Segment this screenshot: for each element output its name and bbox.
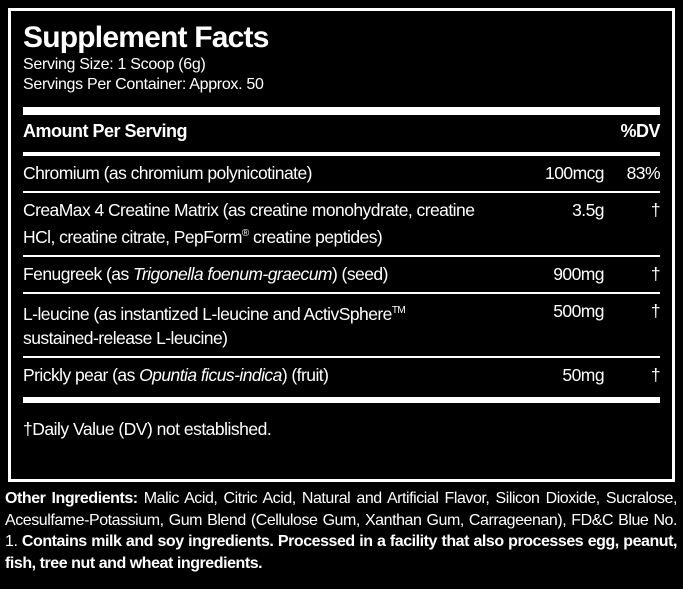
daily-value: †: [650, 300, 661, 321]
amount: 900mg: [553, 263, 604, 284]
nutrient-row: Prickly pear (as Opuntia ficus-indica) (…: [23, 358, 661, 393]
amount: 500mg: [553, 300, 604, 321]
nutrient-row: Fenugreek (as Trigonella foenum-graecum)…: [23, 257, 661, 294]
symbol: TM: [391, 304, 406, 316]
divider: [23, 107, 660, 115]
nutrient-row: CreaMax 4 Creatine Matrix (as creatine m…: [23, 193, 661, 257]
title: Supplement Facts: [23, 21, 269, 54]
amount: 3.5g: [572, 200, 604, 220]
footnote: †Daily Value (DV) not established.: [23, 418, 272, 439]
nutrient-row: Chromium (as chromium polynicotinate) 10…: [23, 156, 661, 193]
latin-name: Trigonella foenum-graecum: [133, 263, 333, 284]
text: ) (fruit): [281, 364, 329, 385]
nutrient-row: L-leucine (as instantized L-leucine and …: [23, 294, 661, 358]
text: creatine peptides): [248, 226, 383, 247]
allergen-statement: Contains milk and soy ingredients. Proce…: [5, 533, 677, 572]
daily-value: †: [650, 263, 661, 284]
column-headers: Amount Per Serving %DV: [23, 115, 660, 156]
daily-value: †: [650, 364, 661, 385]
ingredients: Malic Acid, Citric Acid, Natural and Art…: [5, 490, 677, 550]
symbol: ®: [241, 228, 249, 239]
nutrient-name: CreaMax 4 Creatine Matrix (as creatine m…: [23, 198, 514, 249]
facts-panel: Supplement Facts Serving Size: 1 Scoop (…: [8, 8, 675, 482]
column-header: %DV: [620, 121, 660, 141]
nutrient-name: L-leucine (as instantized L-leucine and …: [23, 299, 514, 350]
text: L-leucine (as instantized L-leucine and …: [23, 303, 392, 324]
text: CreaMax 4 Creatine Matrix (as creatine m…: [23, 200, 475, 247]
servings-per-container: Servings Per Container: Approx. 50: [23, 76, 264, 93]
text: ) (seed): [331, 263, 388, 284]
nutrient-name: Fenugreek (as Trigonella foenum-graecum)…: [23, 262, 514, 286]
column-header: Amount Per Serving: [23, 121, 188, 141]
daily-value: 83%: [626, 163, 661, 183]
amount: 50mg: [562, 364, 604, 385]
text: Prickly pear (as: [23, 364, 140, 385]
nutrient-name: Prickly pear (as Opuntia ficus-indica) (…: [23, 363, 514, 387]
label: Other Ingredients:: [5, 490, 138, 507]
serving-size: Serving Size: 1 Scoop (6g): [23, 56, 206, 73]
divider: [23, 396, 660, 403]
text: Fenugreek (as: [23, 263, 133, 284]
text: sustained-release L-leucine): [23, 327, 228, 348]
other-ingredients: Other Ingredients: Malic Acid, Citric Ac…: [5, 488, 677, 574]
daily-value: †: [650, 200, 661, 220]
amount: 100mcg: [545, 163, 605, 183]
nutrient-name: Chromium (as chromium polynicotinate): [23, 163, 312, 183]
latin-name: Opuntia ficus-indica: [139, 364, 282, 385]
